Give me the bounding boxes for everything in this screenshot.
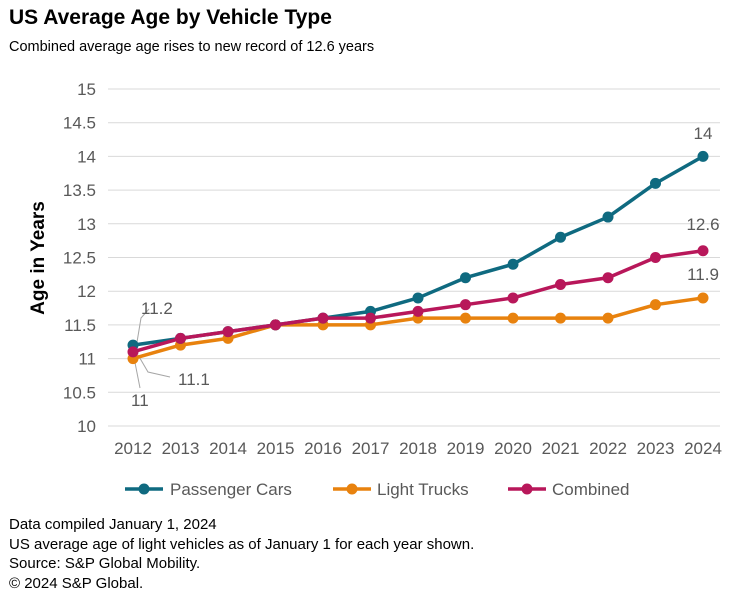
y-tick-label: 10	[77, 417, 96, 436]
chart-notes: Data compiled January 1, 2024 US average…	[9, 515, 474, 593]
x-tick-label: 2019	[447, 439, 485, 458]
legend-marker-combined	[522, 484, 533, 495]
x-tick-label: 2021	[542, 439, 580, 458]
data-point-light-trucks	[603, 313, 614, 324]
y-tick-label: 13.5	[63, 181, 96, 200]
data-label: 11.9	[687, 265, 719, 284]
data-point-combined	[508, 292, 519, 303]
note-description: US average age of light vehicles as of J…	[9, 535, 474, 555]
data-label: 11	[131, 391, 149, 410]
note-compiled: Data compiled January 1, 2024	[9, 515, 474, 535]
line-chart: 10 10.5 11 11.5 12 12.5 13 13.5 14 14.5 15 2012 2013…	[0, 0, 735, 515]
x-tick-label: 2022	[589, 439, 627, 458]
annotation-leader	[135, 363, 140, 388]
x-tick-label: 2020	[494, 439, 532, 458]
data-point-passenger-cars	[698, 151, 709, 162]
note-source: Source: S&P Global Mobility.	[9, 554, 474, 574]
data-point-combined	[650, 252, 661, 263]
legend-label-light-trucks: Light Trucks	[377, 480, 469, 499]
data-label: 14	[694, 124, 713, 143]
legend-label-combined: Combined	[552, 480, 630, 499]
legend-marker-passenger-cars	[139, 484, 150, 495]
x-tick-label: 2015	[257, 439, 295, 458]
legend-marker-light-trucks	[347, 484, 358, 495]
y-tick-label: 14.5	[63, 114, 96, 133]
y-tick-label: 11	[78, 350, 96, 369]
data-point-passenger-cars	[555, 232, 566, 243]
data-point-combined	[460, 299, 471, 310]
y-tick-label: 12	[77, 282, 96, 301]
data-point-combined	[413, 306, 424, 317]
x-tick-label: 2012	[114, 439, 152, 458]
data-label: 11.1	[178, 370, 210, 389]
data-point-light-trucks	[650, 299, 661, 310]
data-point-light-trucks	[698, 292, 709, 303]
data-point-combined	[270, 319, 281, 330]
x-tick-label: 2016	[304, 439, 342, 458]
data-point-combined	[318, 313, 329, 324]
data-point-passenger-cars	[603, 212, 614, 223]
y-tick-label: 13	[77, 215, 96, 234]
note-copyright: © 2024 S&P Global.	[9, 574, 474, 594]
data-point-passenger-cars	[413, 292, 424, 303]
y-tick-label: 15	[77, 80, 96, 99]
data-point-passenger-cars	[650, 178, 661, 189]
legend-label-passenger-cars: Passenger Cars	[170, 480, 292, 499]
data-point-light-trucks	[460, 313, 471, 324]
x-tick-label: 2013	[162, 439, 200, 458]
y-tick-label: 14	[77, 147, 96, 166]
x-tick-label: 2014	[209, 439, 247, 458]
data-point-light-trucks	[555, 313, 566, 324]
data-point-passenger-cars	[460, 272, 471, 283]
data-point-combined	[128, 346, 139, 357]
x-tick-label: 2023	[637, 439, 675, 458]
data-point-combined	[175, 333, 186, 344]
y-axis-title: Age in Years	[28, 201, 49, 315]
data-point-combined	[555, 279, 566, 290]
x-tick-label: 2018	[399, 439, 437, 458]
data-point-combined	[365, 313, 376, 324]
y-tick-label: 11.5	[64, 316, 96, 335]
data-point-combined	[698, 245, 709, 256]
data-label: 12.6	[686, 215, 719, 234]
data-label: 11.2	[141, 299, 173, 318]
x-tick-label: 2017	[352, 439, 390, 458]
y-tick-label: 10.5	[63, 383, 96, 402]
x-tick-label: 2024	[684, 439, 722, 458]
data-point-passenger-cars	[508, 259, 519, 270]
data-point-combined	[603, 272, 614, 283]
data-point-light-trucks	[508, 313, 519, 324]
data-point-combined	[223, 326, 234, 337]
y-tick-label: 12.5	[63, 249, 96, 268]
